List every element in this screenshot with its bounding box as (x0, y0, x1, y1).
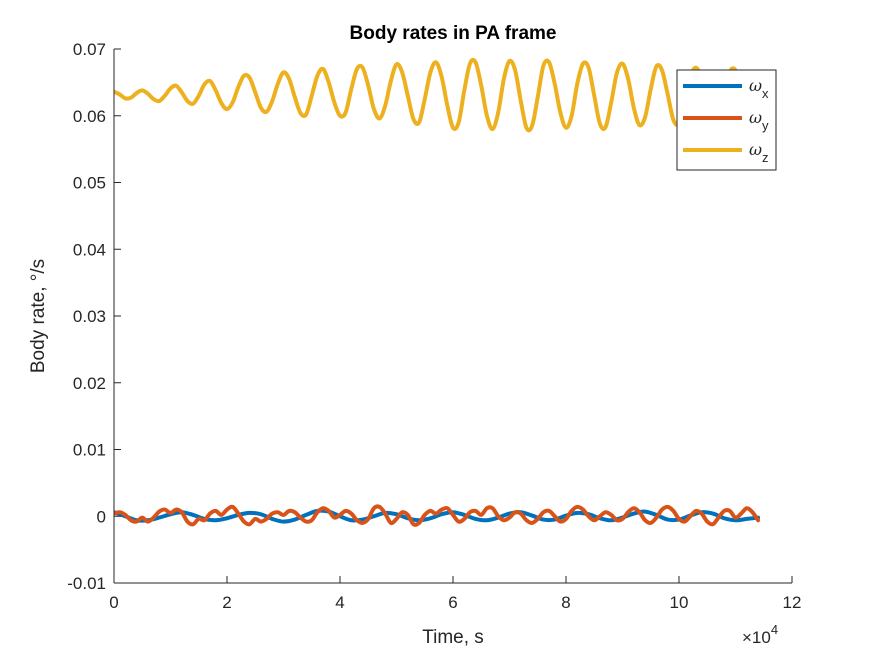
x-tick-label: 6 (448, 593, 457, 612)
x-tick-label: 8 (561, 593, 570, 612)
series-line-z (114, 57, 761, 133)
legend-label-x: ωx (749, 76, 769, 101)
y-tick-label: -0.01 (67, 574, 106, 593)
y-axis-label: Body rate, °/s (28, 259, 49, 373)
legend: ωx ωy ωz (676, 69, 777, 171)
y-tick-label: 0.03 (73, 307, 106, 326)
y-tick-label: 0.06 (73, 107, 106, 126)
x-exponent-base: ×10 (742, 628, 771, 647)
axes: 0 2 4 6 8 10 12-0.0100.010.020.030.040.050.060… (67, 40, 801, 612)
svg-text:×104: ×104 (742, 622, 778, 647)
x-axis-exponent: ×104 (742, 622, 778, 647)
x-tick-label: 0 (109, 593, 118, 612)
chart-title: Body rates in PA frame (350, 23, 557, 44)
legend-label-y: ωy (749, 108, 769, 133)
x-tick-label: 12 (783, 593, 802, 612)
y-tick-label: 0.01 (73, 441, 106, 460)
x-tick-label: 10 (670, 593, 689, 612)
y-tick-label: 0.05 (73, 174, 106, 193)
x-axis-label: Time, s (422, 627, 484, 648)
x-tick-label: 4 (335, 593, 344, 612)
x-tick-label: 2 (222, 593, 231, 612)
x-exponent-power: 4 (771, 622, 778, 637)
y-tick-label: 0 (97, 507, 106, 526)
legend-label-z: ωz (749, 140, 769, 165)
y-tick-label: 0.04 (73, 240, 106, 259)
series-layer (114, 57, 761, 527)
y-tick-label: 0.07 (73, 40, 106, 59)
series-line-y (114, 504, 761, 527)
series-line-x (114, 508, 761, 524)
y-tick-label: 0.02 (73, 374, 106, 393)
